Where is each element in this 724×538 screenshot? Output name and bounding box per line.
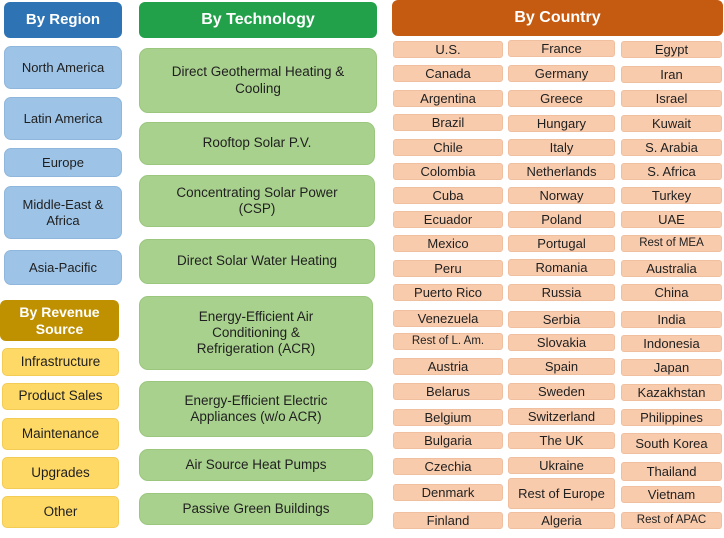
country-item: S. Africa: [621, 163, 722, 180]
country-item: Philippines: [621, 409, 722, 426]
revenue-item: Upgrades: [2, 457, 119, 489]
country-item: Romania: [508, 259, 615, 276]
country-item: Denmark: [393, 484, 503, 501]
country-item: Canada: [393, 65, 503, 82]
region-item: Asia-Pacific: [4, 250, 122, 285]
country-item: Iran: [621, 66, 722, 83]
country-item: Egypt: [621, 41, 722, 58]
region-item: Middle-East & Africa: [4, 186, 122, 239]
region-item: Europe: [4, 148, 122, 177]
country-item: Netherlands: [508, 163, 615, 180]
country-item: Belgium: [393, 409, 503, 426]
country-item: Ecuador: [393, 211, 503, 228]
country-item: Rest of APAC: [621, 512, 722, 529]
country-item: Cuba: [393, 187, 503, 204]
country-item: Norway: [508, 187, 615, 204]
country-item: Poland: [508, 211, 615, 228]
country-item: UAE: [621, 211, 722, 228]
country-item: Venezuela: [393, 310, 503, 327]
country-item: The UK: [508, 432, 615, 449]
country-item: Rest of Europe: [508, 478, 615, 509]
country-item: Algeria: [508, 512, 615, 529]
country-item: Thailand: [621, 462, 722, 481]
country-header: By Country: [392, 0, 723, 36]
country-item: Kuwait: [621, 115, 722, 132]
technology-item: Energy-Efficient Air Conditioning & Refr…: [139, 296, 373, 370]
country-item: Brazil: [393, 114, 503, 131]
country-item: Vietnam: [621, 486, 722, 503]
country-item: South Korea: [621, 433, 722, 454]
country-item: Israel: [621, 90, 722, 107]
country-item: Russia: [508, 284, 615, 301]
country-item: Puerto Rico: [393, 284, 503, 301]
revenue-header: By Revenue Source: [0, 300, 119, 341]
country-item: France: [508, 40, 615, 57]
country-item: Indonesia: [621, 335, 722, 352]
country-item: Kazakhstan: [621, 384, 722, 401]
country-item: Ukraine: [508, 457, 615, 474]
country-item: Portugal: [508, 235, 615, 252]
country-item: Austria: [393, 358, 503, 375]
revenue-item: Maintenance: [2, 418, 119, 450]
technology-item: Passive Green Buildings: [139, 493, 373, 525]
country-item: Rest of MEA: [621, 235, 722, 252]
country-item: Peru: [393, 260, 503, 277]
country-item: Mexico: [393, 235, 503, 252]
technology-header: By Technology: [139, 2, 377, 38]
country-item: Switzerland: [508, 408, 615, 425]
region-item: Latin America: [4, 97, 122, 140]
technology-item: Air Source Heat Pumps: [139, 449, 373, 481]
country-item: Germany: [508, 65, 615, 82]
country-item: Japan: [621, 359, 722, 376]
region-item: North America: [4, 46, 122, 89]
country-item: Rest of L. Am.: [393, 333, 503, 350]
country-item: Italy: [508, 139, 615, 156]
country-item: Sweden: [508, 383, 615, 400]
technology-item: Rooftop Solar P.V.: [139, 122, 375, 165]
country-item: S. Arabia: [621, 139, 722, 156]
country-item: India: [621, 311, 722, 328]
country-item: Greece: [508, 90, 615, 107]
country-item: Serbia: [508, 311, 615, 328]
country-item: Spain: [508, 358, 615, 375]
technology-item: Direct Geothermal Heating & Cooling: [139, 48, 377, 113]
country-item: China: [621, 284, 722, 301]
revenue-item: Infrastructure: [2, 348, 119, 376]
country-item: Bulgaria: [393, 432, 503, 449]
country-item: Colombia: [393, 163, 503, 180]
country-item: Hungary: [508, 115, 615, 132]
revenue-item: Other: [2, 496, 119, 528]
technology-item: Direct Solar Water Heating: [139, 239, 375, 284]
country-item: Australia: [621, 260, 722, 277]
country-item: U.S.: [393, 41, 503, 58]
technology-item: Concentrating Solar Power (CSP): [139, 175, 375, 227]
country-item: Chile: [393, 139, 503, 156]
country-item: Finland: [393, 512, 503, 529]
revenue-item: Product Sales: [2, 383, 119, 410]
technology-item: Energy-Efficient Electric Appliances (w/…: [139, 381, 373, 437]
country-item: Czechia: [393, 458, 503, 475]
region-header: By Region: [4, 2, 122, 38]
country-item: Turkey: [621, 187, 722, 204]
country-item: Argentina: [393, 90, 503, 107]
country-item: Belarus: [393, 383, 503, 400]
country-item: Slovakia: [508, 334, 615, 351]
